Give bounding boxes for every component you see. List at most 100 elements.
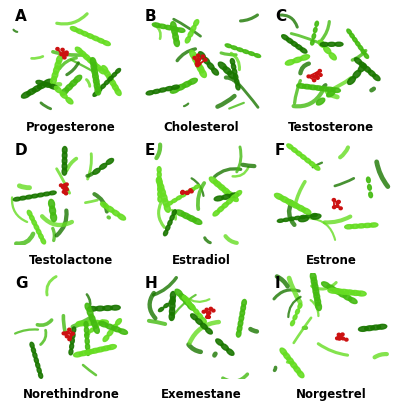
Ellipse shape	[176, 84, 185, 90]
Ellipse shape	[344, 290, 354, 295]
Ellipse shape	[299, 48, 306, 53]
Ellipse shape	[235, 191, 241, 197]
Ellipse shape	[200, 323, 207, 329]
Ellipse shape	[319, 86, 328, 91]
Ellipse shape	[83, 321, 93, 325]
Ellipse shape	[187, 303, 194, 310]
Ellipse shape	[253, 54, 260, 57]
Ellipse shape	[83, 54, 90, 60]
FancyArrowPatch shape	[19, 186, 30, 188]
Ellipse shape	[93, 77, 99, 85]
Ellipse shape	[86, 349, 90, 356]
Ellipse shape	[282, 218, 289, 221]
Ellipse shape	[325, 87, 334, 92]
FancyArrowPatch shape	[86, 80, 89, 86]
Circle shape	[332, 206, 335, 209]
Ellipse shape	[100, 202, 108, 208]
Ellipse shape	[221, 195, 231, 199]
Ellipse shape	[170, 297, 175, 305]
Ellipse shape	[299, 55, 309, 60]
Circle shape	[315, 76, 318, 79]
Circle shape	[65, 53, 68, 56]
Circle shape	[62, 190, 65, 193]
Circle shape	[64, 332, 67, 335]
FancyArrowPatch shape	[149, 293, 155, 318]
Ellipse shape	[85, 338, 89, 344]
Ellipse shape	[347, 76, 354, 84]
FancyArrowPatch shape	[41, 330, 46, 344]
FancyArrowPatch shape	[184, 104, 188, 106]
Circle shape	[340, 333, 343, 336]
Ellipse shape	[248, 52, 254, 55]
Ellipse shape	[290, 41, 297, 47]
Ellipse shape	[94, 82, 99, 90]
Ellipse shape	[241, 299, 246, 306]
Text: Estrone: Estrone	[305, 254, 356, 267]
Ellipse shape	[290, 147, 297, 153]
Ellipse shape	[221, 344, 228, 350]
Ellipse shape	[207, 62, 214, 70]
Ellipse shape	[157, 171, 161, 178]
Ellipse shape	[79, 50, 86, 57]
Ellipse shape	[109, 79, 115, 86]
Ellipse shape	[85, 344, 89, 350]
FancyArrowPatch shape	[42, 216, 72, 225]
Ellipse shape	[99, 164, 107, 169]
FancyArrowPatch shape	[87, 173, 92, 176]
Ellipse shape	[279, 196, 288, 203]
Ellipse shape	[13, 197, 20, 201]
Ellipse shape	[236, 330, 241, 337]
FancyArrowPatch shape	[57, 14, 87, 24]
Ellipse shape	[91, 36, 99, 41]
Circle shape	[71, 332, 74, 335]
Ellipse shape	[169, 302, 174, 310]
Ellipse shape	[175, 210, 185, 216]
Ellipse shape	[200, 317, 206, 323]
Ellipse shape	[90, 58, 95, 66]
Ellipse shape	[62, 157, 67, 164]
Circle shape	[197, 58, 200, 60]
Ellipse shape	[81, 31, 89, 36]
Ellipse shape	[43, 79, 52, 86]
Ellipse shape	[107, 344, 116, 349]
Ellipse shape	[111, 326, 121, 332]
Ellipse shape	[186, 300, 191, 306]
FancyArrowPatch shape	[236, 147, 241, 172]
FancyArrowPatch shape	[225, 236, 236, 243]
Ellipse shape	[311, 282, 317, 291]
Ellipse shape	[225, 44, 231, 47]
Ellipse shape	[236, 48, 243, 52]
Ellipse shape	[193, 309, 198, 314]
Ellipse shape	[112, 83, 118, 91]
Ellipse shape	[118, 329, 127, 334]
FancyArrowPatch shape	[14, 30, 17, 32]
Ellipse shape	[25, 195, 32, 199]
Ellipse shape	[310, 277, 316, 286]
Ellipse shape	[172, 210, 176, 215]
Ellipse shape	[92, 72, 98, 81]
Ellipse shape	[70, 27, 78, 31]
Ellipse shape	[316, 98, 324, 105]
Circle shape	[63, 52, 66, 55]
Ellipse shape	[227, 71, 236, 79]
Ellipse shape	[230, 195, 237, 200]
Ellipse shape	[100, 84, 105, 89]
Ellipse shape	[290, 202, 299, 209]
FancyArrowPatch shape	[172, 210, 175, 219]
Ellipse shape	[230, 59, 234, 65]
Ellipse shape	[308, 161, 315, 167]
Ellipse shape	[295, 151, 302, 156]
Ellipse shape	[293, 366, 300, 373]
Ellipse shape	[357, 64, 365, 72]
Ellipse shape	[62, 163, 67, 170]
Ellipse shape	[97, 38, 105, 43]
Ellipse shape	[93, 92, 98, 96]
Circle shape	[195, 62, 198, 65]
Ellipse shape	[185, 37, 190, 43]
FancyArrowPatch shape	[214, 169, 240, 177]
FancyArrowPatch shape	[71, 59, 97, 74]
Ellipse shape	[366, 177, 369, 183]
Ellipse shape	[192, 55, 198, 64]
Ellipse shape	[152, 23, 160, 27]
Ellipse shape	[169, 307, 174, 315]
